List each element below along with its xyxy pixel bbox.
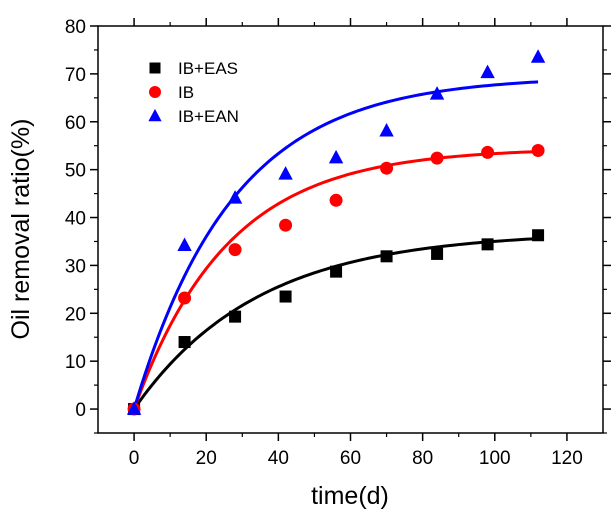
data-point (530, 49, 546, 63)
legend-marker (149, 86, 161, 98)
x-tick-label: 120 (551, 448, 583, 469)
y-tick-label: 50 (65, 161, 86, 182)
fit-curve (132, 150, 539, 410)
y-axis-title: Oil removal ratio(%) (7, 119, 35, 340)
data-point (329, 193, 343, 207)
data-point (330, 265, 343, 278)
y-tick-label: 40 (65, 209, 86, 230)
data-point (431, 247, 444, 260)
data-point (481, 238, 494, 251)
data-point (430, 151, 444, 165)
data-markers (126, 49, 546, 416)
data-point (126, 401, 142, 415)
data-point (278, 166, 293, 180)
x-tick-label: 0 (129, 448, 140, 469)
x-tick-label: 60 (340, 448, 361, 469)
data-point (228, 243, 242, 257)
data-point (177, 237, 192, 251)
fit-curve (132, 80, 539, 410)
x-tick-label: 20 (196, 448, 217, 469)
data-point (178, 336, 191, 349)
x-axis-title: time(d) (311, 482, 389, 510)
y-tick-label: 30 (65, 256, 86, 277)
y-tick-label: 10 (65, 352, 86, 373)
axis-ticks: 0 20 40 60 80 100 120 0 10 20 30 40 50 60 70 80 (65, 17, 611, 469)
y-tick-label: 80 (65, 17, 86, 38)
data-point (480, 64, 495, 79)
plot-frame (97, 25, 604, 434)
legend: IB+EAS IB IB+EAN (148, 59, 239, 126)
data-point (328, 149, 344, 164)
data-point (532, 229, 545, 242)
data-point (178, 291, 192, 305)
data-point (380, 161, 394, 175)
x-tick-label: 40 (268, 448, 289, 469)
legend-marker (148, 108, 162, 122)
data-point (227, 190, 243, 204)
x-tick-label: 100 (479, 448, 511, 469)
y-tick-label: 0 (75, 400, 86, 421)
legend-marker (149, 62, 161, 74)
legend-label: IB (178, 83, 194, 102)
legend-label: IB+EAN (178, 107, 239, 126)
data-point (279, 218, 293, 232)
fit-curves (132, 80, 539, 410)
y-tick-label: 70 (65, 65, 86, 86)
data-point (279, 290, 292, 303)
legend-label: IB+EAS (178, 59, 238, 78)
data-point (481, 145, 495, 159)
data-point (379, 123, 394, 137)
data-point (429, 86, 445, 100)
data-point (229, 310, 242, 323)
y-tick-label: 60 (65, 113, 86, 134)
fit-curve (132, 237, 539, 410)
data-point (531, 143, 545, 157)
y-tick-label: 20 (65, 304, 86, 325)
x-tick-label: 80 (412, 448, 433, 469)
data-point (380, 250, 393, 263)
